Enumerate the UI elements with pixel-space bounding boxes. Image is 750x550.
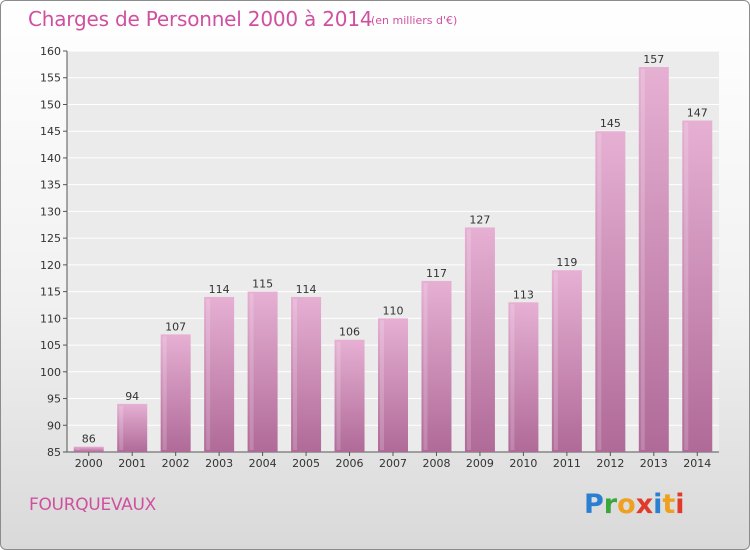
data-label: 127 xyxy=(469,213,490,226)
chart-subtitle: (en milliers d'€) xyxy=(371,14,458,27)
y-tick-label: 105 xyxy=(40,339,61,352)
y-tick-label: 125 xyxy=(40,232,61,245)
x-tick-label: 2009 xyxy=(466,457,494,470)
data-label: 119 xyxy=(556,256,577,269)
bar xyxy=(464,227,495,452)
bar xyxy=(508,302,539,452)
x-tick-label: 2000 xyxy=(75,457,103,470)
bar xyxy=(160,334,191,452)
bar xyxy=(204,296,235,452)
bar-highlight xyxy=(75,448,80,450)
x-tick-label: 2007 xyxy=(379,457,407,470)
bar xyxy=(682,120,713,453)
bar-highlight xyxy=(162,336,167,450)
data-label: 114 xyxy=(209,283,230,296)
bar-highlight xyxy=(510,304,515,450)
logo-letter: t xyxy=(662,489,676,520)
chart-title: Charges de Personnel 2000 à 2014 xyxy=(28,7,373,31)
y-tick-label: 100 xyxy=(40,366,61,379)
data-label: 117 xyxy=(426,267,447,280)
x-tick-label: 2012 xyxy=(596,457,624,470)
bar-highlight xyxy=(206,298,211,450)
bar xyxy=(638,67,669,452)
x-tick-label: 2006 xyxy=(336,457,364,470)
data-label: 106 xyxy=(339,326,360,339)
data-label: 145 xyxy=(600,117,621,130)
x-tick-label: 2005 xyxy=(292,457,320,470)
y-tick-label: 115 xyxy=(40,286,61,299)
y-tick-label: 145 xyxy=(40,125,61,138)
x-tick-label: 2008 xyxy=(422,457,450,470)
y-tick-label: 160 xyxy=(40,45,61,58)
logo-letter: r xyxy=(603,489,618,520)
y-tick-label: 135 xyxy=(40,179,61,192)
y-tick-label: 140 xyxy=(40,152,61,165)
x-tick-label: 2001 xyxy=(118,457,146,470)
bar xyxy=(117,403,148,452)
data-label: 147 xyxy=(687,107,708,120)
y-tick-label: 95 xyxy=(47,393,61,406)
y-tick-label: 155 xyxy=(40,72,61,85)
x-tick-label: 2014 xyxy=(683,457,711,470)
bar-highlight xyxy=(684,122,689,451)
y-tick-label: 110 xyxy=(40,312,61,325)
data-label: 115 xyxy=(252,278,273,291)
bar-highlight xyxy=(423,282,428,450)
bar xyxy=(551,270,582,452)
logo-letter: i xyxy=(653,489,663,520)
logo-letter: o xyxy=(617,489,636,520)
data-label: 114 xyxy=(296,283,317,296)
bar xyxy=(334,339,365,452)
bar xyxy=(247,291,278,452)
x-tick-label: 2010 xyxy=(509,457,537,470)
data-label: 113 xyxy=(513,288,534,301)
logo-letter: x xyxy=(635,489,654,520)
bar-highlight xyxy=(553,272,558,450)
data-label: 86 xyxy=(82,433,96,446)
logo-letter: i xyxy=(675,489,685,520)
y-tick-label: 130 xyxy=(40,205,61,218)
bar xyxy=(595,131,626,452)
bar xyxy=(378,318,408,452)
y-tick-label: 150 xyxy=(40,98,61,111)
bar-highlight xyxy=(119,405,124,450)
x-tick-label: 2003 xyxy=(205,457,233,470)
x-tick-label: 2011 xyxy=(553,457,581,470)
bar-highlight xyxy=(466,229,471,450)
bar xyxy=(291,296,322,452)
x-tick-label: 2002 xyxy=(162,457,190,470)
logo-letter: P xyxy=(584,489,604,520)
bar-highlight xyxy=(336,341,341,450)
bar-highlight xyxy=(640,69,645,450)
data-label: 107 xyxy=(165,320,186,333)
x-tick-label: 2004 xyxy=(249,457,277,470)
x-tick-label: 2013 xyxy=(640,457,668,470)
data-label: 157 xyxy=(643,53,664,66)
data-label: 94 xyxy=(125,390,139,403)
y-tick-label: 90 xyxy=(47,419,61,432)
bar-highlight xyxy=(380,320,384,450)
bar xyxy=(73,446,104,452)
bar-highlight xyxy=(249,293,254,450)
bar xyxy=(421,280,452,452)
proxiti-logo: Proxiti xyxy=(584,489,685,520)
bar-highlight xyxy=(597,133,602,450)
y-tick-label: 85 xyxy=(47,446,61,459)
y-tick-label: 120 xyxy=(40,259,61,272)
data-label: 110 xyxy=(383,304,404,317)
bar-highlight xyxy=(293,298,298,450)
city-name: FOURQUEVAUX xyxy=(29,495,156,515)
